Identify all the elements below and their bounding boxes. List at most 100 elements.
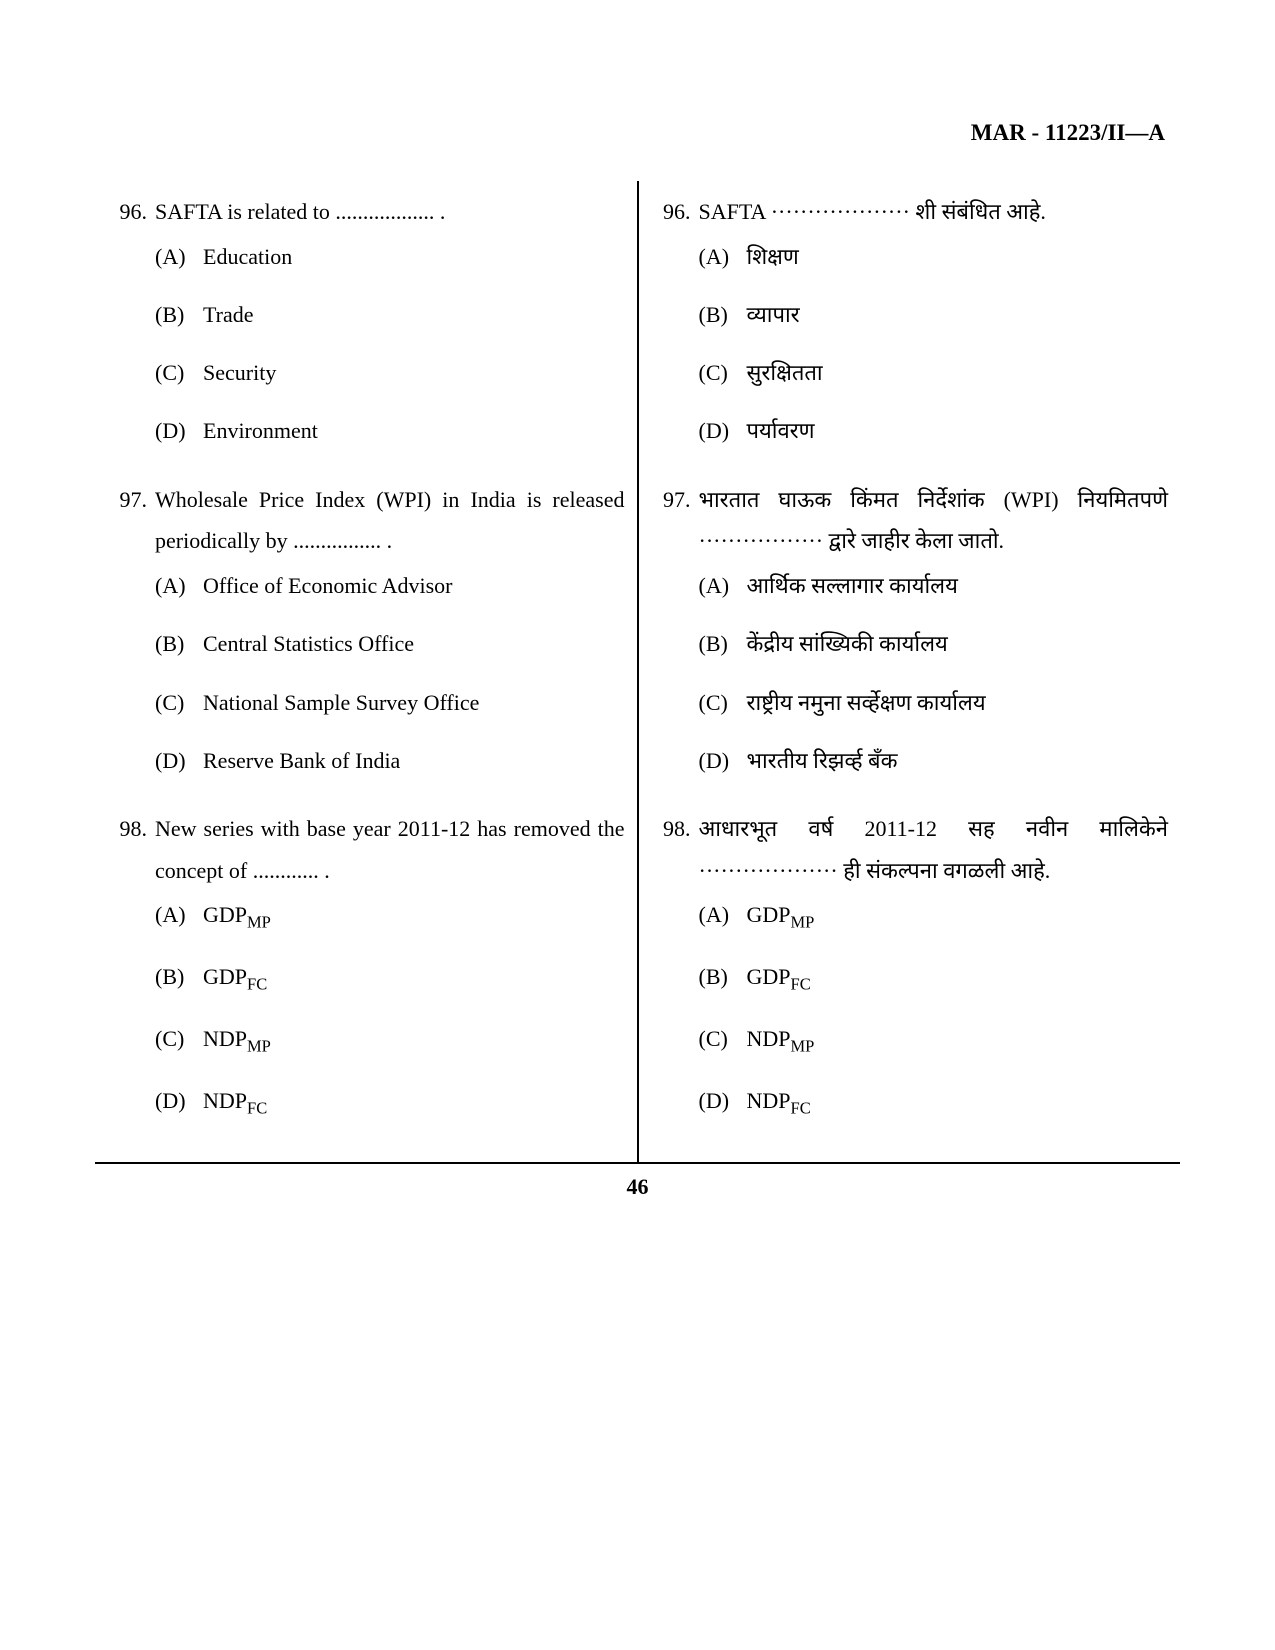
option-subscript: FC <box>247 975 267 994</box>
question-text: SAFTA ··················· शी संबंधित आहे… <box>699 191 1169 233</box>
question-block: 98. आधारभूत वर्ष 2011-12 सह नवीन मालिकेन… <box>651 808 1169 1122</box>
option-row: (C) NDPMP <box>699 1021 1169 1060</box>
question-text: Wholesale Price Index (WPI) in India is … <box>155 479 625 563</box>
option-label: (C) <box>699 685 747 720</box>
option-text: GDPMP <box>747 897 1169 936</box>
option-row: (B) केंद्रीय सांख्यिकी कार्यालय <box>699 626 1169 661</box>
option-base: NDP <box>747 1088 791 1113</box>
question-row: 98. आधारभूत वर्ष 2011-12 सह नवीन मालिकेन… <box>651 808 1169 892</box>
option-row: (B) व्यापार <box>699 297 1169 332</box>
question-number: 98. <box>651 808 699 850</box>
option-row: (C) National Sample Survey Office <box>155 685 625 720</box>
question-block: 97. Wholesale Price Index (WPI) in India… <box>107 479 625 778</box>
page-number: 46 <box>95 1174 1180 1200</box>
option-subscript: FC <box>791 975 811 994</box>
option-row: (A) Education <box>155 239 625 274</box>
option-subscript: MP <box>247 1036 271 1055</box>
option-label: (A) <box>155 239 203 274</box>
option-text: Central Statistics Office <box>203 626 625 661</box>
option-text: National Sample Survey Office <box>203 685 625 720</box>
option-text: Environment <box>203 413 625 448</box>
option-text: राष्ट्रीय नमुना सर्व्हेक्षण कार्यालय <box>747 685 1169 720</box>
option-text: सुरक्षितता <box>747 355 1169 390</box>
option-row: (C) सुरक्षितता <box>699 355 1169 390</box>
option-subscript: FC <box>247 1098 267 1117</box>
option-label: (A) <box>155 897 203 932</box>
option-label: (D) <box>699 743 747 778</box>
option-text: केंद्रीय सांख्यिकी कार्यालय <box>747 626 1169 661</box>
option-row: (C) Security <box>155 355 625 390</box>
option-text: शिक्षण <box>747 239 1169 274</box>
question-text: SAFTA is related to .................. . <box>155 191 625 233</box>
option-row: (D) NDPFC <box>699 1083 1169 1122</box>
question-row: 97. Wholesale Price Index (WPI) in India… <box>107 479 625 563</box>
option-base: NDP <box>747 1026 791 1051</box>
option-label: (B) <box>699 297 747 332</box>
option-text: Reserve Bank of India <box>203 743 625 778</box>
question-text: आधारभूत वर्ष 2011-12 सह नवीन मालिकेने ··… <box>699 808 1169 892</box>
option-subscript: MP <box>247 913 271 932</box>
question-row: 96. SAFTA ··················· शी संबंधित… <box>651 191 1169 233</box>
question-text: भारतात घाऊक किंमत निर्देशांक (WPI) नियमि… <box>699 479 1169 563</box>
option-row: (B) GDPFC <box>699 959 1169 998</box>
question-block: 96. SAFTA ··················· शी संबंधित… <box>651 191 1169 449</box>
option-row: (A) आर्थिक सल्लागार कार्यालय <box>699 568 1169 603</box>
question-number: 96. <box>107 191 155 233</box>
option-row: (A) Office of Economic Advisor <box>155 568 625 603</box>
option-row: (D) NDPFC <box>155 1083 625 1122</box>
option-text: NDPFC <box>747 1083 1169 1122</box>
option-label: (A) <box>699 568 747 603</box>
option-label: (C) <box>155 685 203 720</box>
option-text: Trade <box>203 297 625 332</box>
option-text: पर्यावरण <box>747 413 1169 448</box>
question-block: 98. New series with base year 2011-12 ha… <box>107 808 625 1122</box>
option-label: (B) <box>155 959 203 994</box>
option-base: GDP <box>203 902 247 927</box>
question-number: 96. <box>651 191 699 233</box>
question-block: 97. भारतात घाऊक किंमत निर्देशांक (WPI) न… <box>651 479 1169 778</box>
option-text: NDPMP <box>203 1021 625 1060</box>
option-label: (B) <box>699 959 747 994</box>
option-subscript: MP <box>791 913 815 932</box>
option-text: आर्थिक सल्लागार कार्यालय <box>747 568 1169 603</box>
option-label: (B) <box>699 626 747 661</box>
content-area: 96. SAFTA is related to ................… <box>95 181 1180 1164</box>
option-text: Security <box>203 355 625 390</box>
option-row: (B) GDPFC <box>155 959 625 998</box>
option-base: GDP <box>747 964 791 989</box>
option-row: (C) NDPMP <box>155 1021 625 1060</box>
page-container: MAR - 11223/II—A 96. SAFTA is related to… <box>0 0 1275 1650</box>
option-text: Education <box>203 239 625 274</box>
option-label: (D) <box>699 1083 747 1118</box>
question-row: 98. New series with base year 2011-12 ha… <box>107 808 625 892</box>
question-row: 97. भारतात घाऊक किंमत निर्देशांक (WPI) न… <box>651 479 1169 563</box>
option-row: (A) शिक्षण <box>699 239 1169 274</box>
option-row: (A) GDPMP <box>699 897 1169 936</box>
option-row: (D) पर्यावरण <box>699 413 1169 448</box>
option-label: (C) <box>699 355 747 390</box>
page-header: MAR - 11223/II—A <box>95 120 1180 146</box>
left-column: 96. SAFTA is related to ................… <box>95 181 639 1162</box>
question-text: New series with base year 2011-12 has re… <box>155 808 625 892</box>
option-label: (D) <box>699 413 747 448</box>
question-block: 96. SAFTA is related to ................… <box>107 191 625 449</box>
option-label: (A) <box>699 897 747 932</box>
option-base: GDP <box>203 964 247 989</box>
option-row: (B) Trade <box>155 297 625 332</box>
option-text: Office of Economic Advisor <box>203 568 625 603</box>
option-text: भारतीय रिझर्व्ह बँक <box>747 743 1169 778</box>
option-base: NDP <box>203 1088 247 1113</box>
option-text: GDPFC <box>747 959 1169 998</box>
option-base: GDP <box>747 902 791 927</box>
option-label: (A) <box>699 239 747 274</box>
option-label: (B) <box>155 297 203 332</box>
right-column: 96. SAFTA ··················· शी संबंधित… <box>639 181 1181 1162</box>
option-text: NDPFC <box>203 1083 625 1122</box>
option-label: (C) <box>699 1021 747 1056</box>
option-text: GDPFC <box>203 959 625 998</box>
option-row: (C) राष्ट्रीय नमुना सर्व्हेक्षण कार्यालय <box>699 685 1169 720</box>
option-subscript: FC <box>791 1098 811 1117</box>
option-row: (D) Environment <box>155 413 625 448</box>
option-label: (D) <box>155 743 203 778</box>
option-row: (D) Reserve Bank of India <box>155 743 625 778</box>
